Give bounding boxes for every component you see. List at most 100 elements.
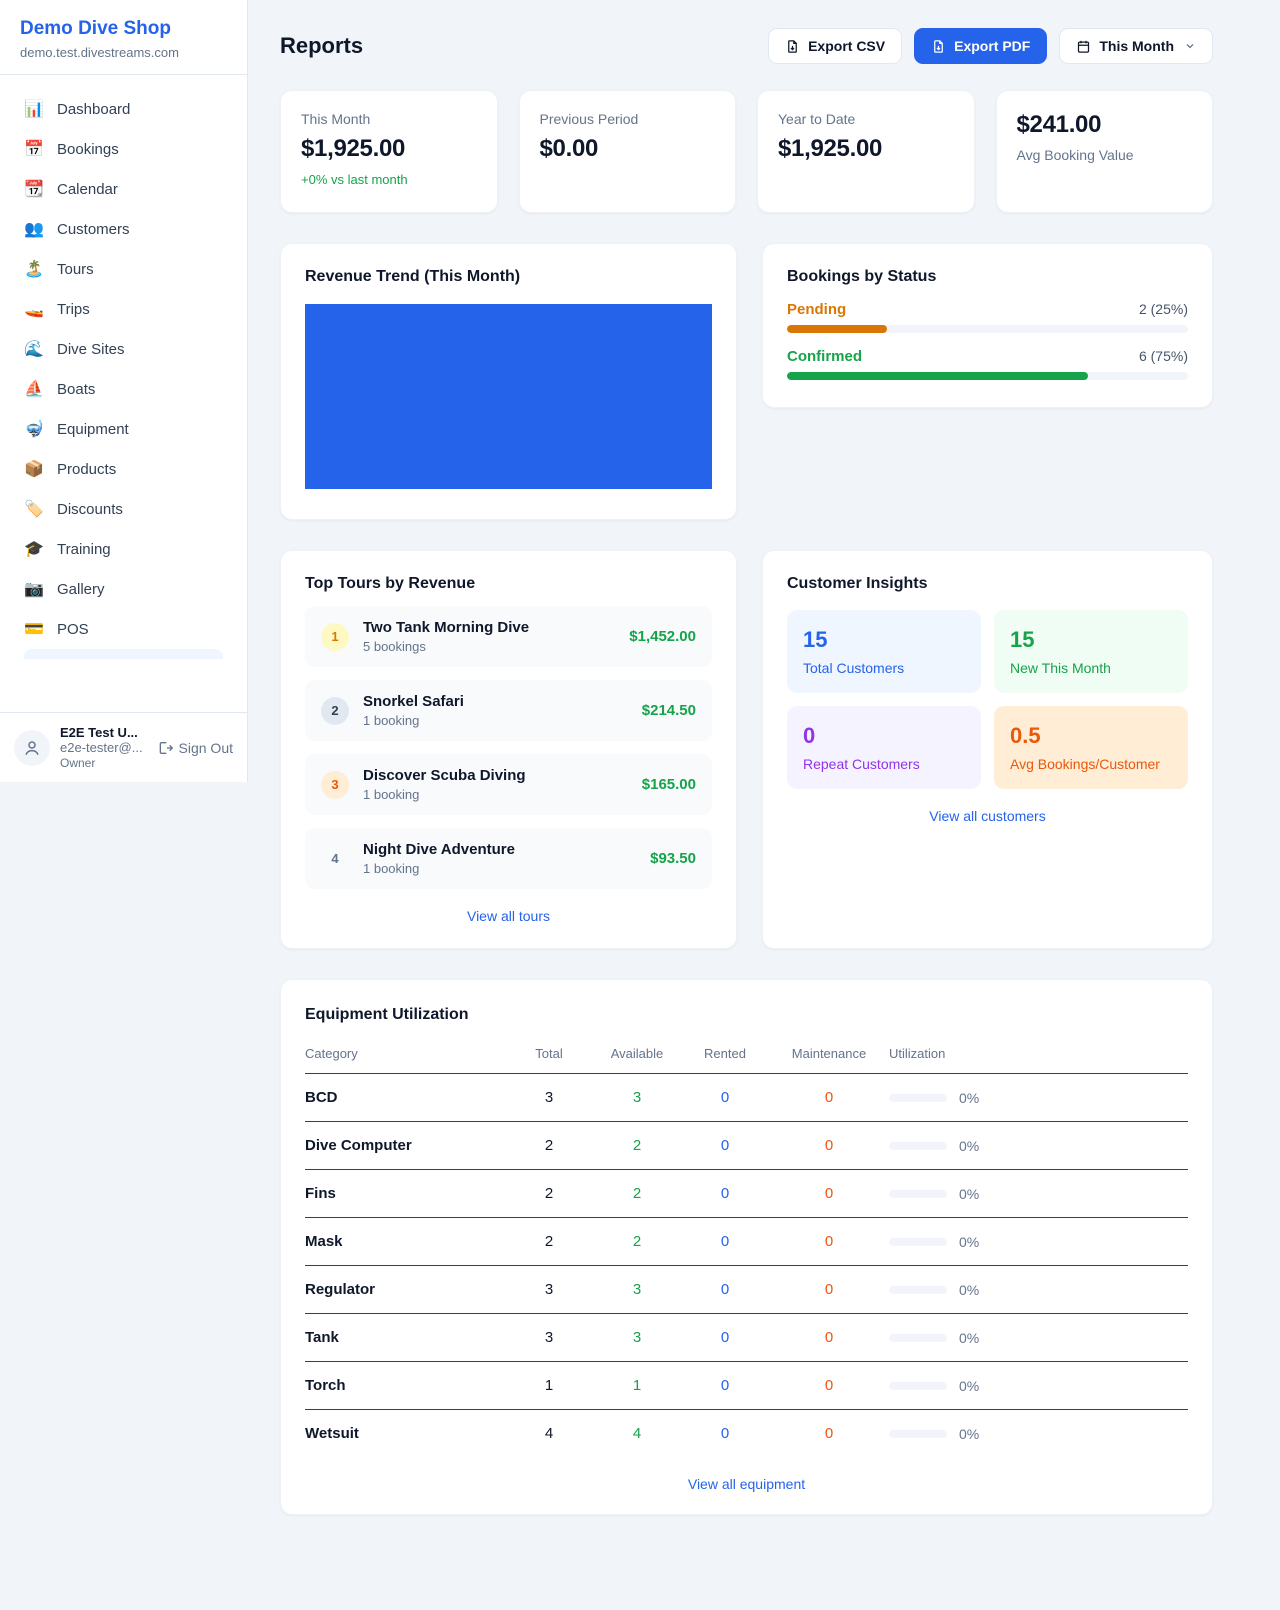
insight-repeat-customers: 0 Repeat Customers xyxy=(787,706,981,789)
sidebar-item-tours[interactable]: 🏝️ Tours xyxy=(12,249,235,289)
stat-label: This Month xyxy=(301,111,371,127)
rank-badge: 2 xyxy=(321,696,349,725)
status-row-pending: Pending 2 (25%) xyxy=(787,301,1188,333)
export-pdf-button[interactable]: Export PDF xyxy=(914,28,1048,64)
cell-rented: 0 xyxy=(681,1121,769,1170)
sign-out-button[interactable]: Sign Out xyxy=(157,740,233,756)
sidebar-item-customers[interactable]: 👥 Customers xyxy=(12,209,235,249)
utilization-bar-track xyxy=(889,1093,947,1102)
tour-bookings: 1 booking xyxy=(363,787,420,802)
export-csv-button[interactable]: Export CSV xyxy=(768,28,903,64)
cell-rented: 0 xyxy=(681,1313,769,1362)
sidebar-item-pos[interactable]: 💳 POS xyxy=(12,609,235,649)
tour-row: 3 Discover Scuba Diving 1 booking $165.0… xyxy=(305,754,712,815)
discounts-icon: 🏷️ xyxy=(24,501,44,518)
cell-maintenance: 0 xyxy=(769,1121,889,1170)
utilization-label: 0% xyxy=(959,1233,980,1250)
sidebar-item-dive-sites[interactable]: 🌊 Dive Sites xyxy=(12,329,235,369)
col-utilization: Utilization xyxy=(889,1038,1188,1074)
cell-total: 2 xyxy=(505,1217,593,1266)
revenue-trend-card: Revenue Trend (This Month) xyxy=(280,243,737,520)
sidebar-item-trips[interactable]: 🚤 Trips xyxy=(12,289,235,329)
sidebar-item-equipment[interactable]: 🤿 Equipment xyxy=(12,409,235,449)
user-meta: E2E Test U... e2e-tester@... Owner xyxy=(60,725,147,770)
sidebar-item-training[interactable]: 🎓 Training xyxy=(12,529,235,569)
sidebar-item-label: Dashboard xyxy=(57,100,131,118)
cell-maintenance: 0 xyxy=(769,1073,889,1122)
sidebar-item-boats[interactable]: ⛵ Boats xyxy=(12,369,235,409)
stat-value: $1,925.00 xyxy=(778,135,883,162)
stat-card-year-to-date: Year to Date $1,925.00 xyxy=(757,90,975,213)
cell-available: 2 xyxy=(593,1121,681,1170)
file-download-icon xyxy=(934,39,943,53)
sidebar-active-item-partially-scrolled[interactable] xyxy=(24,649,223,659)
bookings-by-status-card: Bookings by Status Pending 2 (25%) Confi… xyxy=(762,243,1213,408)
view-all-tours-link[interactable]: View all tours xyxy=(466,908,550,924)
cell-rented: 0 xyxy=(681,1217,769,1266)
chevron-down-icon xyxy=(1186,44,1194,49)
sidebar-item-products[interactable]: 📦 Products xyxy=(12,449,235,489)
dive-sites-icon: 🌊 xyxy=(24,341,44,358)
sidebar-item-bookings[interactable]: 📅 Bookings xyxy=(12,129,235,169)
cell-maintenance: 0 xyxy=(769,1217,889,1266)
sidebar-item-calendar[interactable]: 📆 Calendar xyxy=(12,169,235,209)
sidebar-nav: 📊 Dashboard 📅 Bookings 📆 Calendar 👥 Cust… xyxy=(0,75,247,712)
tour-bookings: 1 booking xyxy=(363,713,420,728)
stat-value: $0.00 xyxy=(539,135,599,162)
utilization-label: 0% xyxy=(959,1377,980,1394)
stat-label: Previous Period xyxy=(539,111,639,127)
col-maintenance: Maintenance xyxy=(769,1038,889,1074)
table-row: Wetsuit 4 4 0 0 0% xyxy=(305,1410,1188,1458)
cell-maintenance: 0 xyxy=(769,1361,889,1410)
sidebar-item-discounts[interactable]: 🏷️ Discounts xyxy=(12,489,235,529)
sidebar-item-dashboard[interactable]: 📊 Dashboard xyxy=(12,89,235,129)
sidebar-user-section: E2E Test U... e2e-tester@... Owner Sign … xyxy=(0,712,247,782)
view-all-equipment-link[interactable]: View all equipment xyxy=(687,1476,806,1492)
tour-revenue: $93.50 xyxy=(650,850,696,867)
page-header: Reports Export CSV Export PDF xyxy=(280,28,1213,64)
cell-rented: 0 xyxy=(681,1169,769,1218)
view-all-customers-link[interactable]: View all customers xyxy=(929,808,1046,824)
file-download-icon xyxy=(788,39,797,53)
customer-insights-title: Customer Insights xyxy=(787,575,928,592)
cell-available: 2 xyxy=(593,1217,681,1266)
stat-card-previous-period: Previous Period $0.00 xyxy=(518,90,736,213)
equipment-utilization-card: Equipment Utilization Category Total Ava… xyxy=(280,979,1213,1515)
cell-maintenance: 0 xyxy=(769,1313,889,1362)
tour-row: 2 Snorkel Safari 1 booking $214.50 xyxy=(305,680,712,741)
top-tours-card: Top Tours by Revenue 1 Two Tank Morning … xyxy=(280,550,737,949)
products-icon: 📦 xyxy=(24,461,44,478)
cell-total: 1 xyxy=(505,1361,593,1410)
bookings-icon: 📅 xyxy=(24,141,44,158)
cell-utilization: 0% xyxy=(889,1073,1188,1122)
tour-row: 4 Night Dive Adventure 1 booking $93.50 xyxy=(305,828,712,889)
rank-badge: 3 xyxy=(321,770,349,799)
cell-utilization: 0% xyxy=(889,1361,1188,1410)
sidebar-item-label: Dive Sites xyxy=(57,340,125,358)
cell-available: 3 xyxy=(593,1313,681,1362)
dashboard-icon: 📊 xyxy=(24,101,44,118)
utilization-bar-track xyxy=(889,1285,947,1294)
sidebar-item-label: Gallery xyxy=(57,580,105,598)
shop-domain: demo.test.divestreams.com xyxy=(20,45,179,60)
cell-utilization: 0% xyxy=(889,1169,1188,1218)
main-content: Reports Export CSV Export PDF xyxy=(248,0,1280,1515)
period-dropdown[interactable]: This Month xyxy=(1059,28,1213,64)
cell-total: 3 xyxy=(505,1073,593,1122)
utilization-label: 0% xyxy=(959,1185,980,1202)
insight-new-this-month: 15 New This Month xyxy=(994,610,1188,693)
table-row: Tank 3 3 0 0 0% xyxy=(305,1313,1188,1362)
customers-icon: 👥 xyxy=(24,221,44,238)
utilization-bar-track xyxy=(889,1333,947,1342)
avatar xyxy=(14,729,50,766)
boats-icon: ⛵ xyxy=(24,381,44,398)
cell-total: 4 xyxy=(544,1425,554,1442)
cell-available: 4 xyxy=(632,1425,642,1442)
cell-category: BCD xyxy=(305,1073,505,1122)
cell-maintenance: 0 xyxy=(824,1425,834,1442)
trips-icon: 🚤 xyxy=(24,301,44,318)
table-row: Dive Computer 2 2 0 0 0% xyxy=(305,1121,1188,1170)
utilization-label: 0% xyxy=(959,1089,980,1106)
sidebar-item-gallery[interactable]: 📷 Gallery xyxy=(12,569,235,609)
tour-bookings: 1 booking xyxy=(363,861,420,876)
